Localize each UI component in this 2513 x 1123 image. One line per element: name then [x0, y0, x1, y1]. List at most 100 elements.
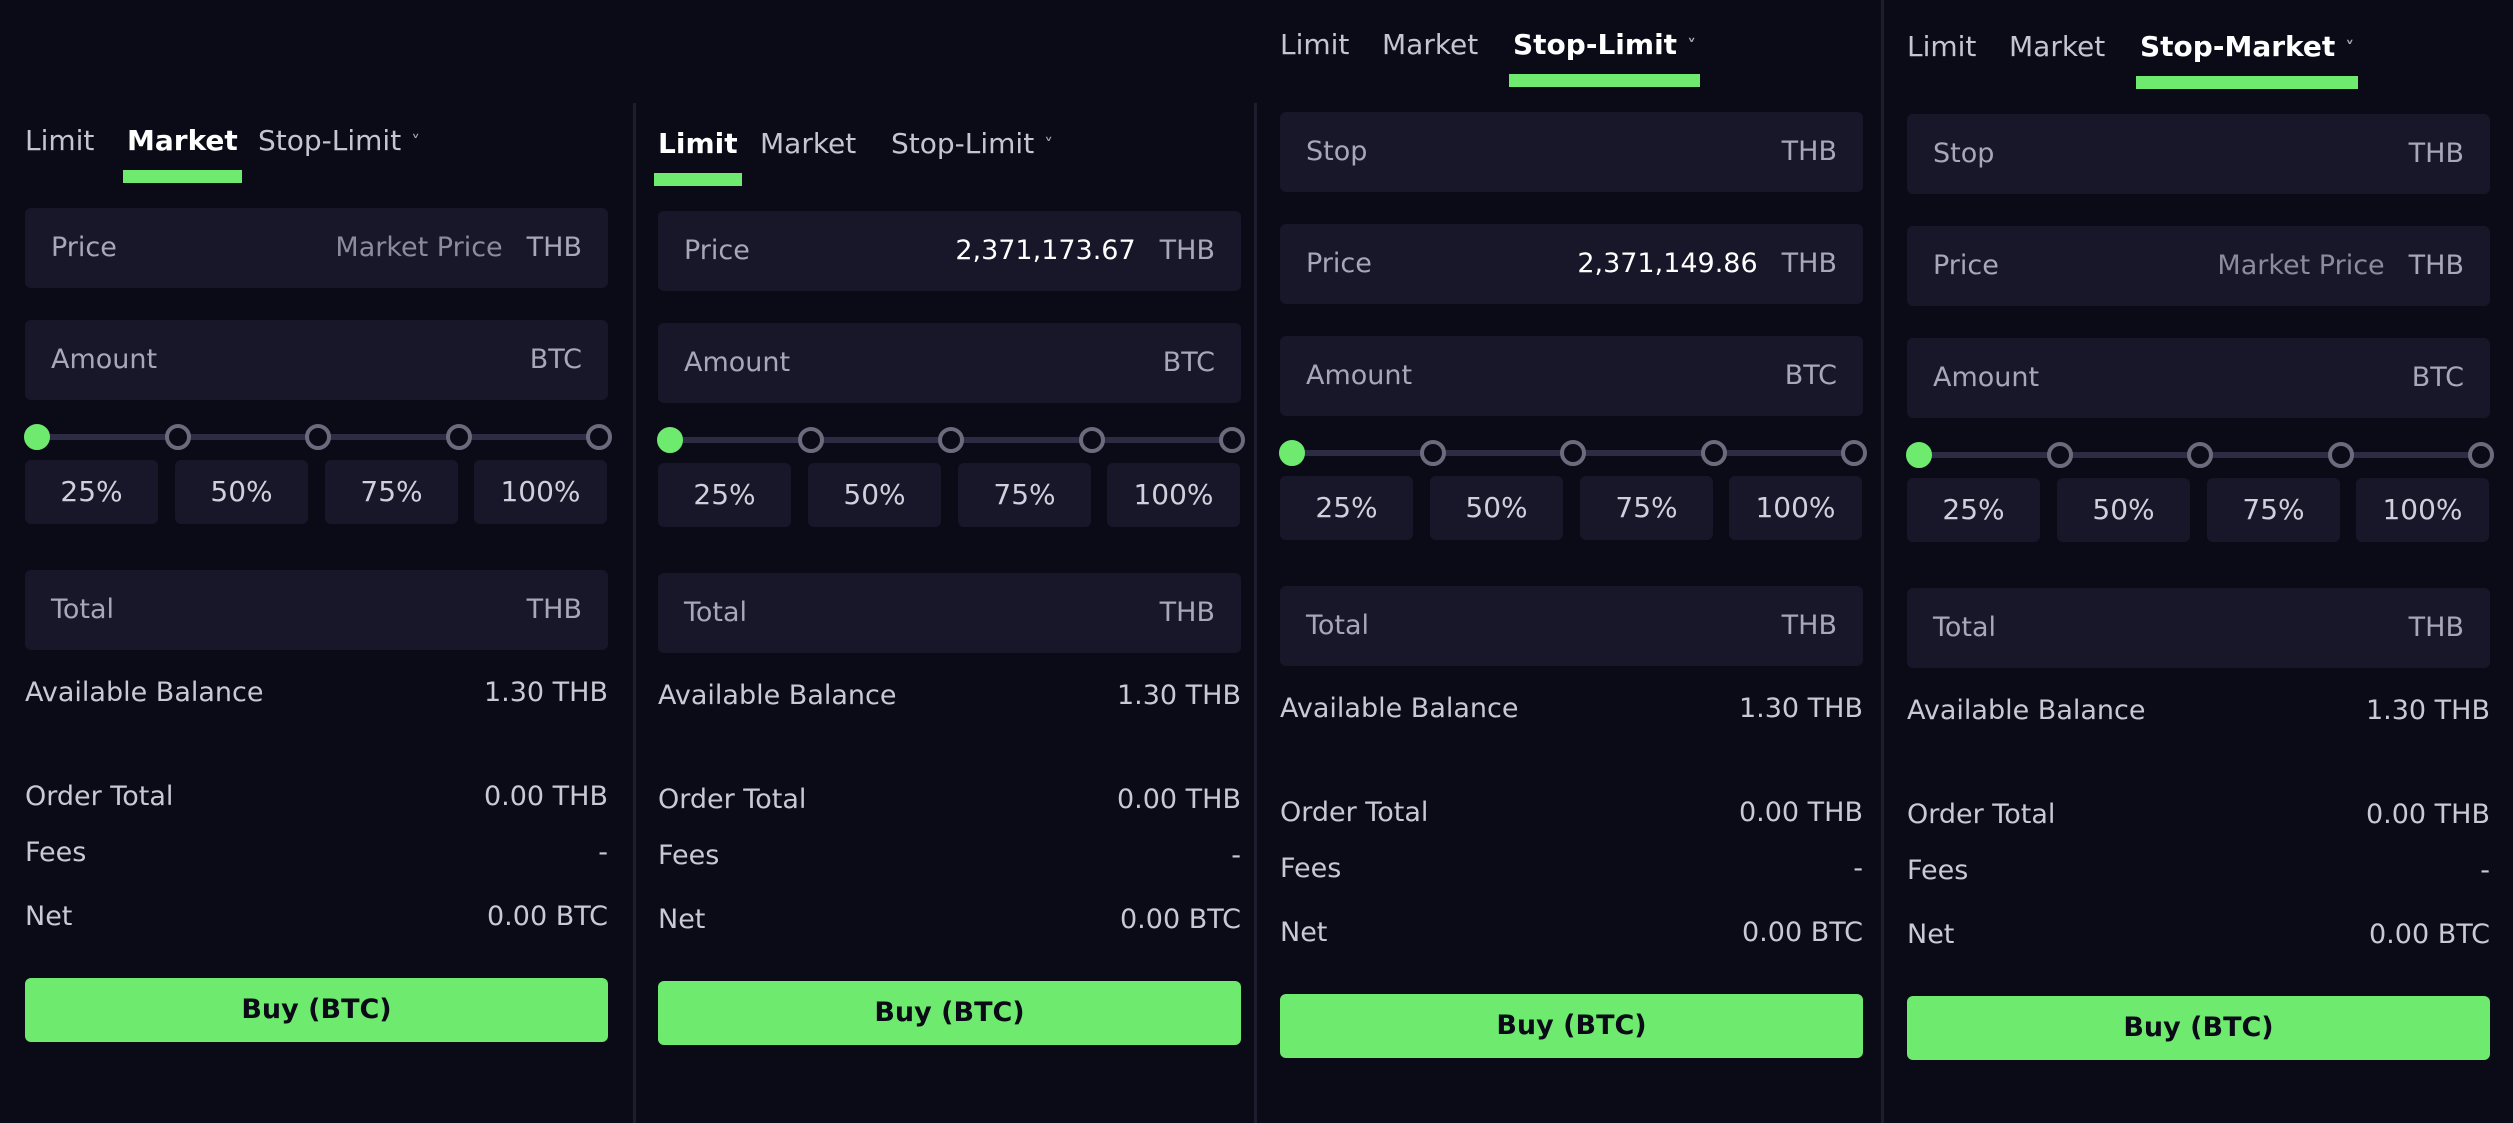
order-total-row: Order Total 0.00 THB	[1907, 799, 2490, 830]
total-input[interactable]: Total THB	[25, 570, 608, 650]
stop-input[interactable]: Stop THB	[1907, 114, 2490, 194]
tab-limit[interactable]: Limit	[654, 127, 742, 186]
buy-button[interactable]: Buy (BTC)	[25, 978, 608, 1042]
amount-input[interactable]: Amount BTC	[1280, 336, 1863, 416]
percent-button-50[interactable]: 50%	[1430, 476, 1563, 540]
amount-slider[interactable]	[657, 427, 1245, 453]
order-total-label: Order Total	[658, 784, 807, 815]
order-type-tabs: Limit Market Stop-Limit ˅	[1280, 28, 1863, 88]
amount-input-unit: BTC	[1162, 347, 1215, 378]
fees-row: Fees -	[1280, 853, 1863, 884]
total-input-right: THB	[1782, 586, 1837, 666]
total-input[interactable]: Total THB	[1907, 588, 2490, 668]
buy-button[interactable]: Buy (BTC)	[1907, 996, 2490, 1060]
tab-market[interactable]: Market	[1382, 28, 1478, 61]
percent-button-50[interactable]: 50%	[2057, 478, 2190, 542]
amount-input[interactable]: Amount BTC	[25, 320, 608, 400]
amount-input-right: BTC	[1163, 323, 1215, 403]
tab-stop-market[interactable]: Stop-Market ˅	[2136, 30, 2359, 89]
percent-button-75[interactable]: 75%	[2207, 478, 2340, 542]
divider	[1254, 103, 1257, 1123]
tab-limit[interactable]: Limit	[1280, 28, 1349, 61]
slider-knob[interactable]	[1700, 440, 1727, 466]
slider-knob[interactable]	[2187, 442, 2213, 468]
slider-knob[interactable]	[2468, 442, 2494, 468]
stop-input-unit: THB	[2408, 138, 2464, 169]
tab-stop-limit[interactable]: Stop-Limit ˅	[891, 127, 1053, 160]
tab-stop-limit[interactable]: Stop-Limit ˅	[258, 124, 420, 157]
amount-slider[interactable]	[1279, 440, 1867, 466]
price-input-label: Price	[51, 232, 117, 263]
tab-limit[interactable]: Limit	[25, 124, 94, 157]
divider	[1881, 0, 1884, 1123]
buy-button[interactable]: Buy (BTC)	[1280, 994, 1863, 1058]
percent-button-25[interactable]: 25%	[25, 460, 158, 524]
tab-market[interactable]: Market	[760, 127, 856, 160]
percent-button-50[interactable]: 50%	[175, 460, 308, 524]
slider-knob[interactable]	[586, 424, 612, 450]
slider-knob[interactable]	[2046, 442, 2073, 468]
slider-knob[interactable]	[1906, 442, 1932, 468]
amount-input-label: Amount	[51, 344, 158, 375]
price-input[interactable]: Price 2,371,149.86 THB	[1280, 224, 1863, 304]
slider-knob[interactable]	[938, 427, 964, 453]
amount-slider[interactable]	[24, 424, 612, 450]
total-input[interactable]: Total THB	[658, 573, 1241, 653]
amount-input[interactable]: Amount BTC	[1907, 338, 2490, 418]
slider-knob[interactable]	[1419, 440, 1446, 466]
fees-label: Fees	[658, 840, 720, 871]
chevron-down-icon[interactable]: ˅	[411, 131, 421, 153]
percent-button-100[interactable]: 100%	[1729, 476, 1862, 540]
buy-button[interactable]: Buy (BTC)	[658, 981, 1241, 1045]
stop-input[interactable]: Stop THB	[1280, 112, 1863, 192]
percent-button-25[interactable]: 25%	[1907, 478, 2040, 542]
fees-value: -	[598, 837, 608, 868]
net-row: Net 0.00 BTC	[658, 904, 1241, 935]
chevron-down-icon[interactable]: ˅	[1687, 35, 1697, 57]
percent-button-75[interactable]: 75%	[958, 463, 1091, 527]
slider-knob[interactable]	[2327, 442, 2354, 468]
amount-input[interactable]: Amount BTC	[658, 323, 1241, 403]
total-input-right: THB	[527, 570, 582, 650]
percent-button-75[interactable]: 75%	[325, 460, 458, 524]
slider-knob[interactable]	[164, 424, 191, 450]
active-tab-indicator	[1509, 74, 1701, 87]
percent-button-100[interactable]: 100%	[1107, 463, 1240, 527]
net-label: Net	[25, 901, 73, 932]
tab-market[interactable]: Market	[123, 124, 242, 183]
fees-value: -	[1853, 853, 1863, 884]
chevron-down-icon[interactable]: ˅	[2345, 37, 2355, 59]
percent-button-50[interactable]: 50%	[808, 463, 941, 527]
order-total-value: 0.00 THB	[2365, 799, 2490, 830]
slider-knob[interactable]	[797, 427, 824, 453]
slider-knob[interactable]	[305, 424, 331, 450]
amount-input-label: Amount	[1933, 362, 2040, 393]
slider-knob[interactable]	[657, 427, 683, 453]
order-type-tabs: Limit Market Stop-Limit ˅	[654, 127, 1241, 187]
slider-knob[interactable]	[1560, 440, 1586, 466]
chevron-down-icon[interactable]: ˅	[1044, 134, 1054, 156]
tab-label: Limit	[1907, 30, 1977, 63]
tab-market[interactable]: Market	[2009, 30, 2105, 63]
amount-slider[interactable]	[1906, 442, 2494, 468]
price-input[interactable]: Price Market Price THB	[1907, 226, 2490, 306]
slider-knob[interactable]	[1279, 440, 1305, 466]
tab-limit[interactable]: Limit	[1907, 30, 1976, 63]
percent-button-25[interactable]: 25%	[1280, 476, 1413, 540]
slider-knob[interactable]	[24, 424, 50, 450]
percent-button-25[interactable]: 25%	[658, 463, 791, 527]
slider-knob[interactable]	[1219, 427, 1245, 453]
slider-knob[interactable]	[445, 424, 472, 450]
percent-button-100[interactable]: 100%	[2356, 478, 2489, 542]
slider-knob[interactable]	[1841, 440, 1867, 466]
percent-button-100[interactable]: 100%	[474, 460, 607, 524]
price-input[interactable]: Price Market Price THB	[25, 208, 608, 288]
price-input[interactable]: Price 2,371,173.67 THB	[658, 211, 1241, 291]
slider-knob[interactable]	[1078, 427, 1105, 453]
order-total-value: 0.00 THB	[1116, 784, 1241, 815]
net-label: Net	[1907, 919, 1955, 950]
percent-button-75[interactable]: 75%	[1580, 476, 1713, 540]
total-input[interactable]: Total THB	[1280, 586, 1863, 666]
available-balance-value: 1.30 THB	[2365, 695, 2490, 726]
tab-stop-limit[interactable]: Stop-Limit ˅	[1509, 28, 1701, 87]
